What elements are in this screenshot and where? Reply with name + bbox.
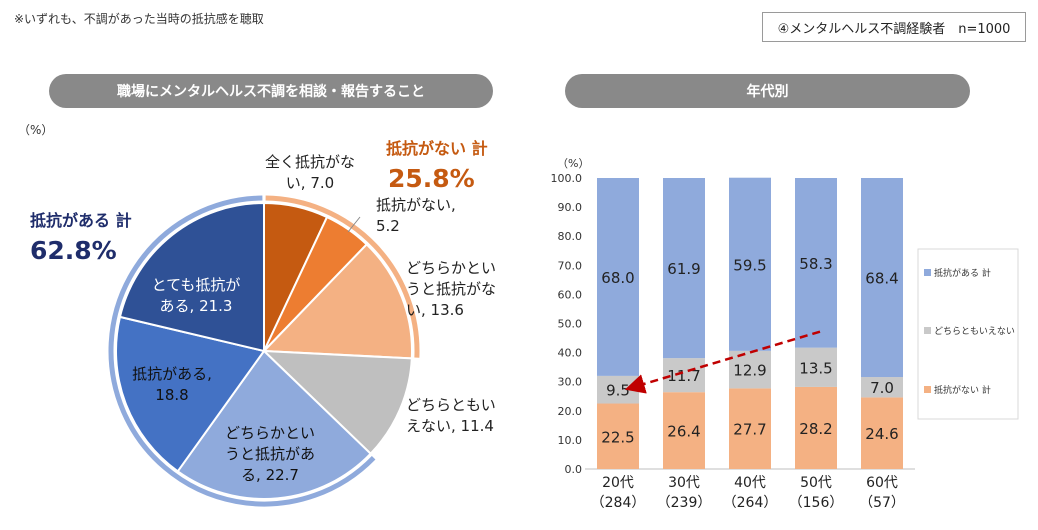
pie-slice-label: ある, 21.3: [160, 297, 233, 315]
bar-segment: [861, 377, 903, 398]
bar-data-label: 24.6: [865, 425, 898, 443]
trend-arrow: [624, 330, 821, 394]
bar-segment: [861, 178, 903, 378]
bar-y-tick-label: 60.0: [558, 288, 583, 301]
bar-data-label: 59.5: [733, 256, 766, 274]
bar-segment: [795, 178, 837, 348]
bar-segment: [795, 347, 837, 387]
bar-legend-frame: [917, 248, 1019, 420]
bar-segment: [663, 178, 705, 359]
bar-segment: [729, 177, 771, 351]
pie-slice: [261, 349, 413, 456]
bar-y-tick-label: 40.0: [558, 347, 583, 360]
bar-segment: [729, 350, 771, 389]
pie-slice: [118, 201, 265, 353]
pie-slice-label: い, 7.0: [286, 174, 334, 192]
bar-legend-label: 抵抗がない 計: [934, 384, 991, 396]
bar-data-label: 7.0: [870, 379, 894, 397]
pie-slice-label: どちらかとい: [225, 424, 315, 442]
bar-category-label: 50代: [800, 475, 832, 491]
pie-slice-label: えない, 11.4: [406, 417, 494, 435]
bar-data-label: 11.7: [667, 367, 700, 385]
bar-y-tick-label: 90.0: [558, 201, 583, 214]
bar-category-n-label: （284）: [591, 495, 646, 511]
pie-slice-label: い, 13.6: [406, 301, 464, 319]
resistance-total-value: 62.8%: [30, 236, 117, 265]
pie-slice-label: る, 22.7: [241, 466, 299, 484]
no-resistance-group-ring: [265, 195, 420, 358]
pie-slice-label: 抵抗がある,: [132, 365, 212, 383]
bar-data-label: 9.5: [606, 382, 630, 400]
resistance-group-ring: [108, 195, 376, 507]
pie-slice-label: どちらともい: [406, 396, 496, 414]
stacked-bar-chart: （%） 0.0 10.0 20.0 30.0 40.0 50.0 60.0 70.0 80.0 90…: [551, 157, 1019, 511]
bar-y-tick-label: 50.0: [558, 318, 583, 331]
pie-leader-line: [347, 216, 361, 233]
pie-slice-label: とても抵抗が: [152, 276, 241, 294]
bar-legend-swatch: [924, 386, 931, 393]
pie-slice: [115, 315, 266, 473]
bar-legend-swatch: [924, 269, 931, 276]
bar-data-label: 68.4: [865, 270, 898, 288]
bar-y-tick-label: 30.0: [558, 376, 583, 389]
pie-slice-label: 全く抵抗がな: [265, 153, 355, 171]
bar-data-label: 28.2: [799, 420, 832, 438]
bar-segment: [597, 403, 639, 469]
bar-data-label: 58.3: [799, 255, 832, 273]
pie-slice-label: うと抵抗があ: [225, 445, 315, 463]
pie-slice-label: うと抵抗がな: [406, 280, 496, 298]
resistance-total-label: 抵抗がある 計: [30, 211, 132, 230]
bar-data-label: 26.4: [667, 423, 700, 441]
bar-data-label: 61.9: [667, 260, 700, 278]
bar-category-n-label: （239）: [657, 495, 712, 511]
bar-category-n-label: （264）: [723, 495, 778, 511]
bar-y-tick-label: 80.0: [558, 230, 583, 243]
bar-y-tick-label: 100.0: [551, 172, 583, 185]
bar-y-tick-label: 70.0: [558, 259, 583, 272]
bar-segment: [663, 392, 705, 469]
bar-legend-swatch: [924, 327, 931, 334]
survey-note: ※いずれも、不調があった当時の抵抗感を聴取: [14, 12, 264, 26]
pie-slice-label: 抵抗がない,: [376, 196, 456, 214]
bar-data-label: 68.0: [601, 269, 634, 287]
bar-category-label: 60代: [866, 475, 898, 491]
bar-category-label: 20代: [602, 475, 634, 491]
bar-legend-label: どちらともいえない: [934, 326, 1015, 337]
bar-category-n-label: （57）: [859, 495, 905, 511]
bar-y-tick-label: 10.0: [558, 434, 583, 447]
bar-y-tick-label: 20.0: [558, 405, 583, 418]
bar-data-label: 12.9: [733, 362, 766, 380]
pie-slice: [176, 349, 373, 500]
bar-segment: [795, 386, 837, 469]
bar-panel-title: 年代別: [565, 74, 970, 108]
pie-slice: [261, 242, 413, 360]
pie-slice-label: どちらかとい: [406, 259, 496, 277]
bar-data-label: 13.5: [799, 359, 832, 377]
bar-legend-label: 抵抗がある 計: [934, 267, 991, 279]
pie-slice-label: 5.2: [376, 217, 400, 235]
bar-segment: [861, 397, 903, 469]
bar-category-n-label: （156）: [789, 495, 844, 511]
pie-unit-label: （%）: [18, 123, 54, 137]
bar-y-unit-label: （%）: [557, 157, 589, 170]
bar-y-tick-label: 0.0: [565, 463, 583, 476]
bar-segment: [729, 388, 771, 469]
bar-category-label: 40代: [734, 475, 766, 491]
no-resistance-total-value: 25.8%: [388, 164, 475, 193]
bar-data-label: 22.5: [601, 428, 634, 446]
no-resistance-total-label: 抵抗がない 計: [386, 139, 488, 158]
bar-category-label: 30代: [668, 475, 700, 491]
bar-data-label: 27.7: [733, 421, 766, 439]
pie-slice-label: 18.8: [155, 386, 188, 404]
sample-size-box: ④メンタルヘルス不調経験者 n=1000: [762, 12, 1026, 42]
bar-segment: [597, 178, 639, 376]
pie-panel-title: 職場にメンタルヘルス不調を相談・報告すること: [49, 74, 493, 108]
